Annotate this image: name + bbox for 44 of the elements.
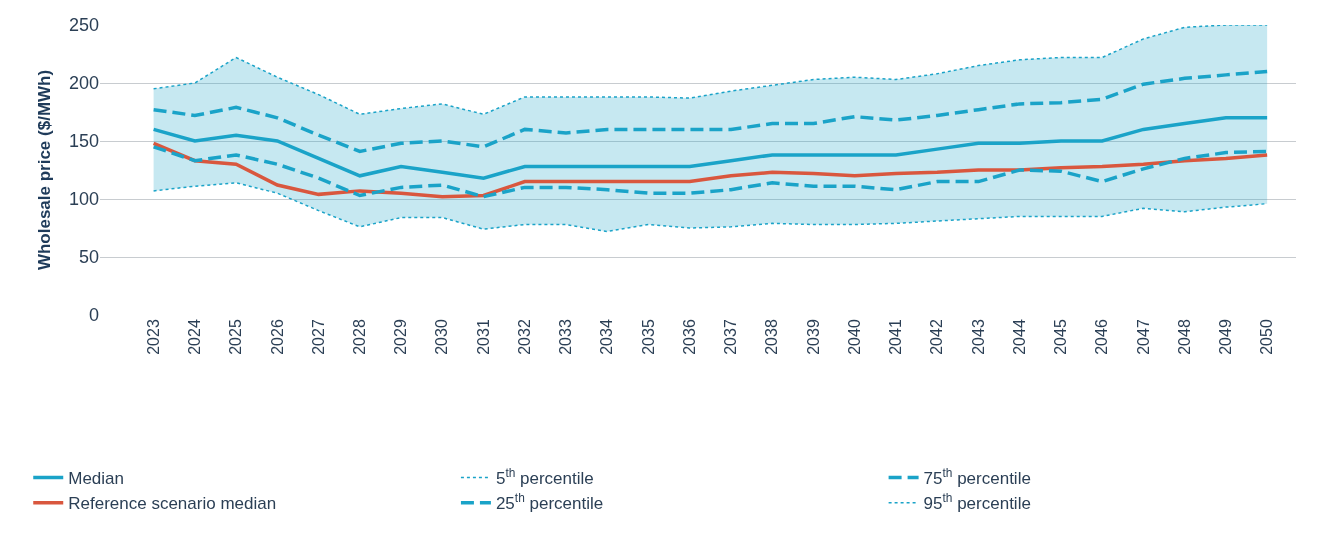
x-tick-label: 2029 — [392, 319, 410, 355]
x-tick-label: 2041 — [887, 319, 905, 355]
line-series — [152, 25, 1268, 116]
x-tick-label: 2040 — [845, 319, 863, 355]
x-tick-label: 2036 — [680, 319, 698, 355]
y-tick-label: 100 — [68, 189, 99, 210]
x-tick-label: 2046 — [1093, 319, 1111, 355]
legend-label: 95$^{th}$ percentile — [923, 491, 1031, 514]
y-tick-label: 200 — [68, 73, 99, 94]
x-tick-label: 2048 — [1175, 319, 1193, 355]
x-tick-label: 2037 — [722, 319, 740, 355]
x-tick-label: 2045 — [1052, 319, 1070, 355]
x-tick-label: 2026 — [268, 319, 286, 355]
line-series — [151, 69, 1269, 154]
x-tick-label: 2039 — [804, 319, 822, 355]
y-tick-label: 0 — [88, 305, 99, 326]
y-tick-label: 250 — [68, 15, 99, 36]
legend-label: Reference scenario median — [68, 494, 277, 514]
x-tick-label: 2028 — [351, 319, 369, 355]
x-tick-label: 2027 — [309, 319, 327, 355]
x-tick-label: 2025 — [227, 319, 245, 355]
x-tick-label: 2042 — [928, 319, 946, 355]
legend-label: 75$^{th}$ percentile — [923, 466, 1031, 489]
legend-label: Median — [68, 469, 125, 489]
y-tick-label: 150 — [68, 131, 99, 152]
x-tick-label: 2035 — [639, 319, 657, 355]
y-axis-title: Wholesale price ($/MWh) — [34, 69, 54, 271]
x-tick-label: 2049 — [1217, 319, 1235, 355]
x-tick-label: 2033 — [557, 319, 575, 355]
legend-label: 5$^{th}$ percentile — [495, 466, 594, 489]
x-tick-label: 2050 — [1258, 319, 1276, 355]
x-tick-label: 2023 — [144, 319, 162, 355]
line-series — [151, 116, 1269, 180]
x-tick-label: 2032 — [515, 319, 533, 355]
x-tick-label: 2047 — [1134, 319, 1152, 355]
x-tick-label: 2034 — [598, 319, 616, 355]
y-tick-label: 50 — [78, 247, 99, 268]
legend-label: 25$^{th}$ percentile — [495, 491, 604, 514]
x-tick-label: 2038 — [763, 319, 781, 355]
x-tick-label: 2044 — [1010, 319, 1028, 355]
x-tick-label: 2043 — [969, 319, 987, 355]
x-tick-label: 2024 — [186, 319, 204, 355]
x-tick-label: 2030 — [433, 319, 451, 355]
x-tick-label: 2031 — [474, 319, 492, 355]
